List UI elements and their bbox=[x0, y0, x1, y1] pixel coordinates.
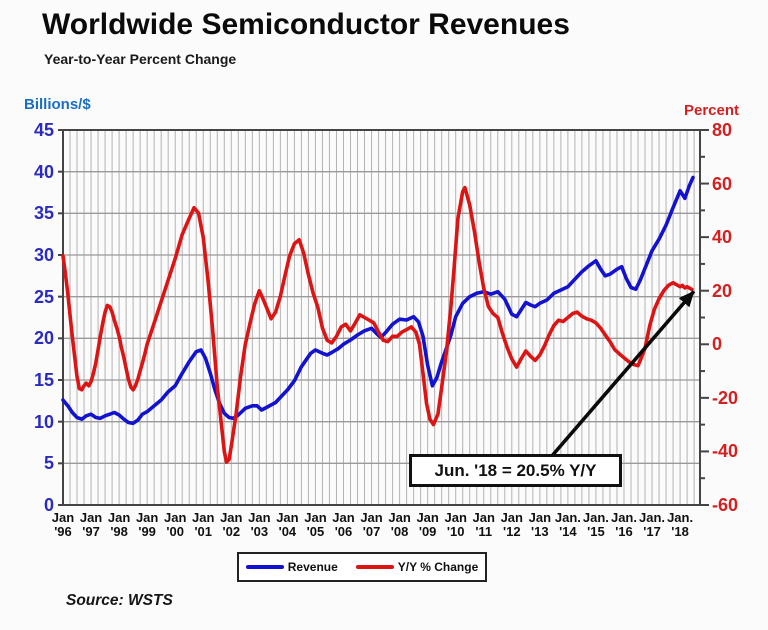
x-axis-tick-13: Jan '13 bbox=[528, 510, 552, 539]
left-axis-tick-0: 0 bbox=[43, 495, 54, 515]
x-axis-tick-01: Jan '01 bbox=[192, 510, 215, 539]
x-axis-tick-07: Jan '07 bbox=[360, 510, 383, 539]
left-axis-title: Billions/$ bbox=[24, 96, 91, 113]
left-axis-tick-30: 30 bbox=[33, 245, 54, 265]
right-axis-tick--60: -60 bbox=[712, 495, 739, 515]
source-note: Source: WSTS bbox=[66, 592, 173, 609]
left-axis-tick-40: 40 bbox=[33, 161, 54, 182]
x-axis-tick-15: Jan. '15 bbox=[582, 510, 609, 539]
x-axis-tick-02: Jan '02 bbox=[220, 510, 243, 539]
x-axis-tick-08: Jan '08 bbox=[388, 510, 411, 539]
chart-subtitle: Year-to-Year Percent Change bbox=[44, 51, 237, 67]
legend-label-revenue: Revenue bbox=[287, 560, 338, 574]
left-axis-tick-5: 5 bbox=[43, 453, 54, 474]
x-axis-tick-96: Jan '96 bbox=[51, 510, 75, 539]
x-axis-tick-06: Jan '06 bbox=[332, 510, 355, 539]
x-axis-tick-97: Jan '97 bbox=[79, 510, 103, 539]
left-axis-tick-35: 35 bbox=[33, 203, 54, 224]
annotation-callout: Jun. '18 = 20.5% Y/Y bbox=[409, 454, 622, 487]
x-axis-tick-09: Jan '09 bbox=[416, 510, 439, 539]
x-axis-tick-11: Jan '11 bbox=[472, 510, 495, 539]
legend-item-revenue: Revenue bbox=[245, 560, 338, 574]
x-axis-tick-04: Jan '04 bbox=[276, 510, 299, 539]
left-axis-tick-45: 45 bbox=[33, 120, 54, 140]
legend-label-yoy: Y/Y % Change bbox=[397, 560, 479, 574]
x-axis-tick-00: Jan '00 bbox=[163, 510, 187, 539]
annotation-text: Jun. '18 = 20.5% Y/Y bbox=[434, 460, 597, 480]
right-axis-tick-20: 20 bbox=[712, 280, 733, 301]
revenue-line-swatch bbox=[245, 565, 284, 569]
right-axis-tick-80: 80 bbox=[712, 120, 733, 140]
chart-title: Worldwide Semiconductor Revenues bbox=[42, 8, 570, 41]
right-axis-tick--40: -40 bbox=[712, 441, 739, 462]
x-axis-tick-05: Jan '05 bbox=[304, 510, 327, 539]
x-axis-tick-98: Jan '98 bbox=[107, 510, 131, 539]
right-axis-tick-60: 60 bbox=[712, 173, 733, 194]
yoy-line-swatch bbox=[355, 565, 394, 569]
x-axis-tick-03: Jan '03 bbox=[248, 510, 271, 539]
left-axis-tick-10: 10 bbox=[33, 411, 54, 432]
x-axis-tick-16: Jan. '16 bbox=[610, 510, 637, 539]
left-axis-tick-15: 15 bbox=[33, 370, 54, 390]
x-axis-tick-14: Jan. '14 bbox=[554, 510, 581, 539]
x-axis-tick-18: Jan. '18 bbox=[667, 510, 694, 539]
right-axis-tick-40: 40 bbox=[712, 227, 733, 248]
legend-item-yoy: Y/Y % Change bbox=[355, 560, 479, 574]
left-axis-tick-20: 20 bbox=[33, 328, 54, 349]
x-axis-tick-10: Jan '10 bbox=[444, 510, 467, 539]
legend: Revenue Y/Y % Change bbox=[237, 552, 487, 582]
x-axis-tick-17: Jan. '17 bbox=[639, 510, 666, 539]
left-axis-tick-25: 25 bbox=[33, 286, 54, 307]
right-axis-tick--20: -20 bbox=[712, 387, 739, 408]
x-axis-tick-12: Jan '12 bbox=[500, 510, 523, 539]
right-axis-tick-0: 0 bbox=[712, 334, 723, 355]
x-axis-tick-99: Jan '99 bbox=[135, 510, 159, 539]
right-axis-title: Percent bbox=[684, 102, 740, 119]
